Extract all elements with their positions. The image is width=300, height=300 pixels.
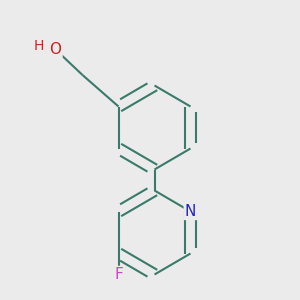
Text: F: F [114, 267, 123, 282]
Text: H: H [34, 40, 44, 53]
Text: N: N [185, 204, 196, 219]
Text: O: O [50, 42, 61, 57]
